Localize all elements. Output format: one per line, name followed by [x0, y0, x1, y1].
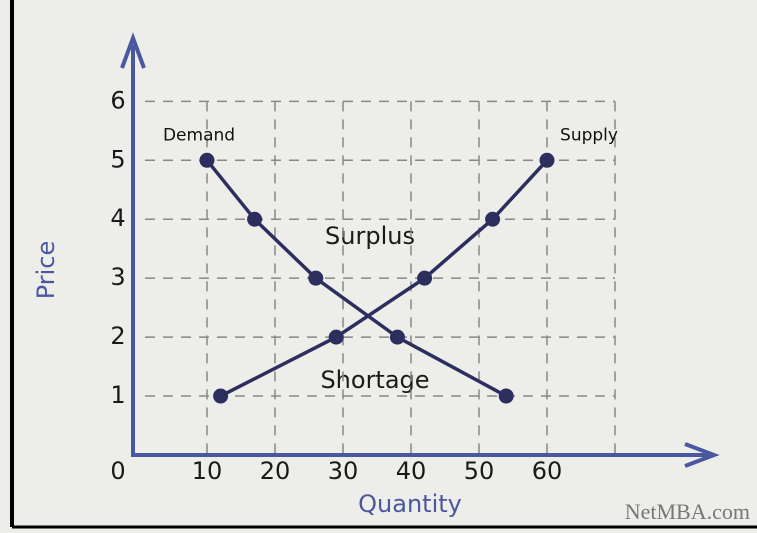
data-point	[389, 329, 405, 345]
data-point	[328, 329, 344, 345]
x-tick-label: 30	[328, 457, 359, 485]
watermark: NetMBA.com	[625, 499, 750, 524]
y-axis-arrow	[120, 32, 146, 69]
series-label: Demand	[163, 125, 235, 145]
x-axis-label: Quantity	[358, 490, 462, 518]
x-tick-label: 0	[110, 457, 125, 485]
data-point	[485, 211, 501, 227]
series-label: Supply	[560, 125, 618, 145]
annotation: Shortage	[320, 366, 429, 394]
x-axis-arrow	[684, 442, 720, 468]
x-tick-label: 20	[260, 457, 291, 485]
y-tick-label: 5	[110, 145, 125, 173]
annotation: Surplus	[325, 222, 415, 250]
data-point	[417, 270, 433, 286]
data-point	[308, 270, 324, 286]
y-tick-label: 3	[110, 263, 125, 291]
data-point	[498, 388, 514, 404]
x-tick-label: 40	[396, 457, 427, 485]
data-point	[247, 211, 263, 227]
data-point	[213, 388, 229, 404]
y-tick-label: 2	[110, 322, 125, 350]
data-point	[539, 152, 555, 168]
y-tick-label: 1	[110, 381, 125, 409]
data-point	[199, 152, 215, 168]
y-tick-label: 4	[110, 204, 125, 232]
x-tick-label: 60	[532, 457, 563, 485]
y-axis-label: Price	[32, 241, 60, 300]
x-tick-label: 10	[192, 457, 223, 485]
y-tick-label: 6	[110, 86, 125, 114]
x-tick-label: 50	[464, 457, 495, 485]
